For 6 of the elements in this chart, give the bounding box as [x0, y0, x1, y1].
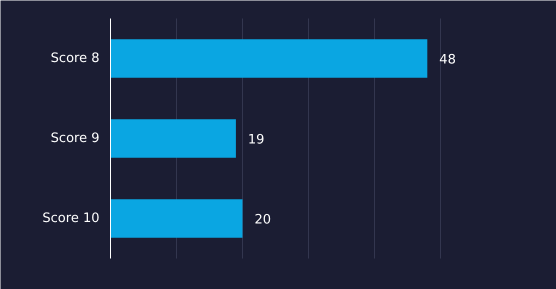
- y-tick-label: Score 9: [50, 131, 100, 146]
- data-label: 19: [248, 132, 264, 148]
- y-tick-label: Score 10: [42, 211, 100, 226]
- y-tick-label: Score 8: [50, 51, 100, 66]
- data-label: 20: [254, 212, 272, 228]
- data-label: 48: [439, 52, 456, 68]
